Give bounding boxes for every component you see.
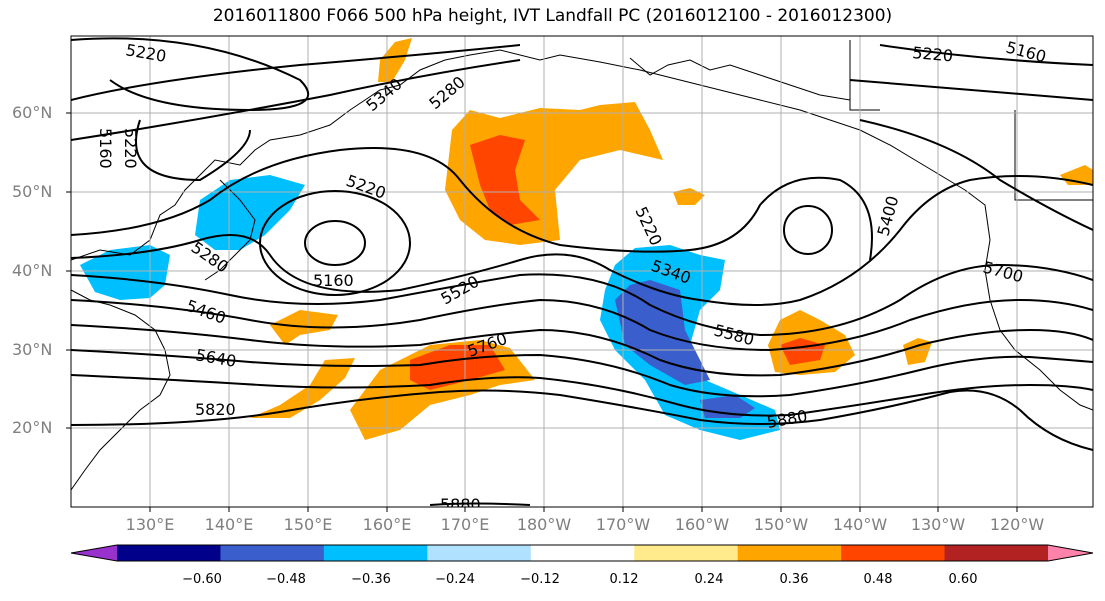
ivt-region-china: [80, 245, 170, 300]
colorbar-tick-label: 0.36: [779, 572, 809, 587]
colorbar-swatch: [323, 545, 428, 561]
colorbar-outline: [70, 544, 1094, 562]
map-title: 2016011800 F066 500 hPa height, IVT Land…: [212, 6, 893, 26]
ivt-core-central-pac: [615, 280, 710, 385]
contour-label: 5160: [313, 271, 354, 290]
colorbar: [70, 544, 1094, 562]
lat-label: 40°N: [12, 261, 53, 280]
lon-label: 160°E: [362, 515, 412, 534]
colorbar-swatch: [737, 545, 842, 561]
colorbar-swatch: [841, 545, 946, 561]
colorbar-tick-label: −0.12: [520, 572, 560, 587]
ivt-core-subtropical: [410, 345, 505, 390]
colorbar-swatch: [220, 545, 325, 561]
lon-label: 160°W: [674, 515, 730, 534]
colorbar-tick-label: −0.48: [266, 572, 306, 587]
lon-label: 150°W: [753, 515, 809, 534]
colorbar-extend-max: [1048, 545, 1093, 561]
colorbar-tick-label: −0.36: [351, 572, 391, 587]
axis-ticks: [66, 112, 1018, 512]
lat-label: 50°N: [12, 182, 53, 201]
colorbar-tick-label: 0.12: [609, 572, 639, 587]
lon-label: 140°W: [832, 515, 888, 534]
colorbar-swatch: [530, 545, 635, 561]
lat-label: 20°N: [12, 418, 53, 437]
colorbar-swatch: [944, 545, 1049, 561]
contour-label: 5880: [440, 495, 481, 514]
colorbar-tick-label: −0.24: [435, 572, 475, 587]
colorbar-tick-label: 0.24: [694, 572, 724, 587]
colorbar-tick-label: 0.60: [948, 572, 978, 587]
colorbar-swatch: [427, 545, 532, 561]
lon-label: 170°E: [440, 515, 490, 534]
lon-label: 140°E: [204, 515, 254, 534]
contour-label: 5820: [195, 400, 236, 419]
colorbar-extend-min: [71, 545, 117, 561]
colorbar-tick-label: −0.60: [182, 572, 222, 587]
coastlines: [71, 40, 1093, 491]
lon-label: 170°W: [595, 515, 651, 534]
lon-label: 130°W: [910, 515, 966, 534]
height-contours: [71, 37, 1093, 506]
colorbar-tick-label: 0.48: [863, 572, 893, 587]
lat-label: 30°N: [12, 340, 53, 359]
lon-label: 150°E: [283, 515, 333, 534]
contour-label: 5160: [96, 128, 115, 169]
colorbar-swatch: [634, 545, 739, 561]
lat-label: 60°N: [12, 103, 53, 122]
contour-label: 5220: [121, 128, 140, 169]
lon-label: 130°E: [125, 515, 175, 534]
ivt-region-small-1: [250, 358, 355, 418]
colorbar-swatch: [117, 545, 221, 561]
lon-label: 120°W: [989, 515, 1045, 534]
ivt-core-alaska: [470, 135, 540, 225]
contour-label: 5220: [912, 43, 954, 65]
lon-label: 180°W: [516, 515, 572, 534]
